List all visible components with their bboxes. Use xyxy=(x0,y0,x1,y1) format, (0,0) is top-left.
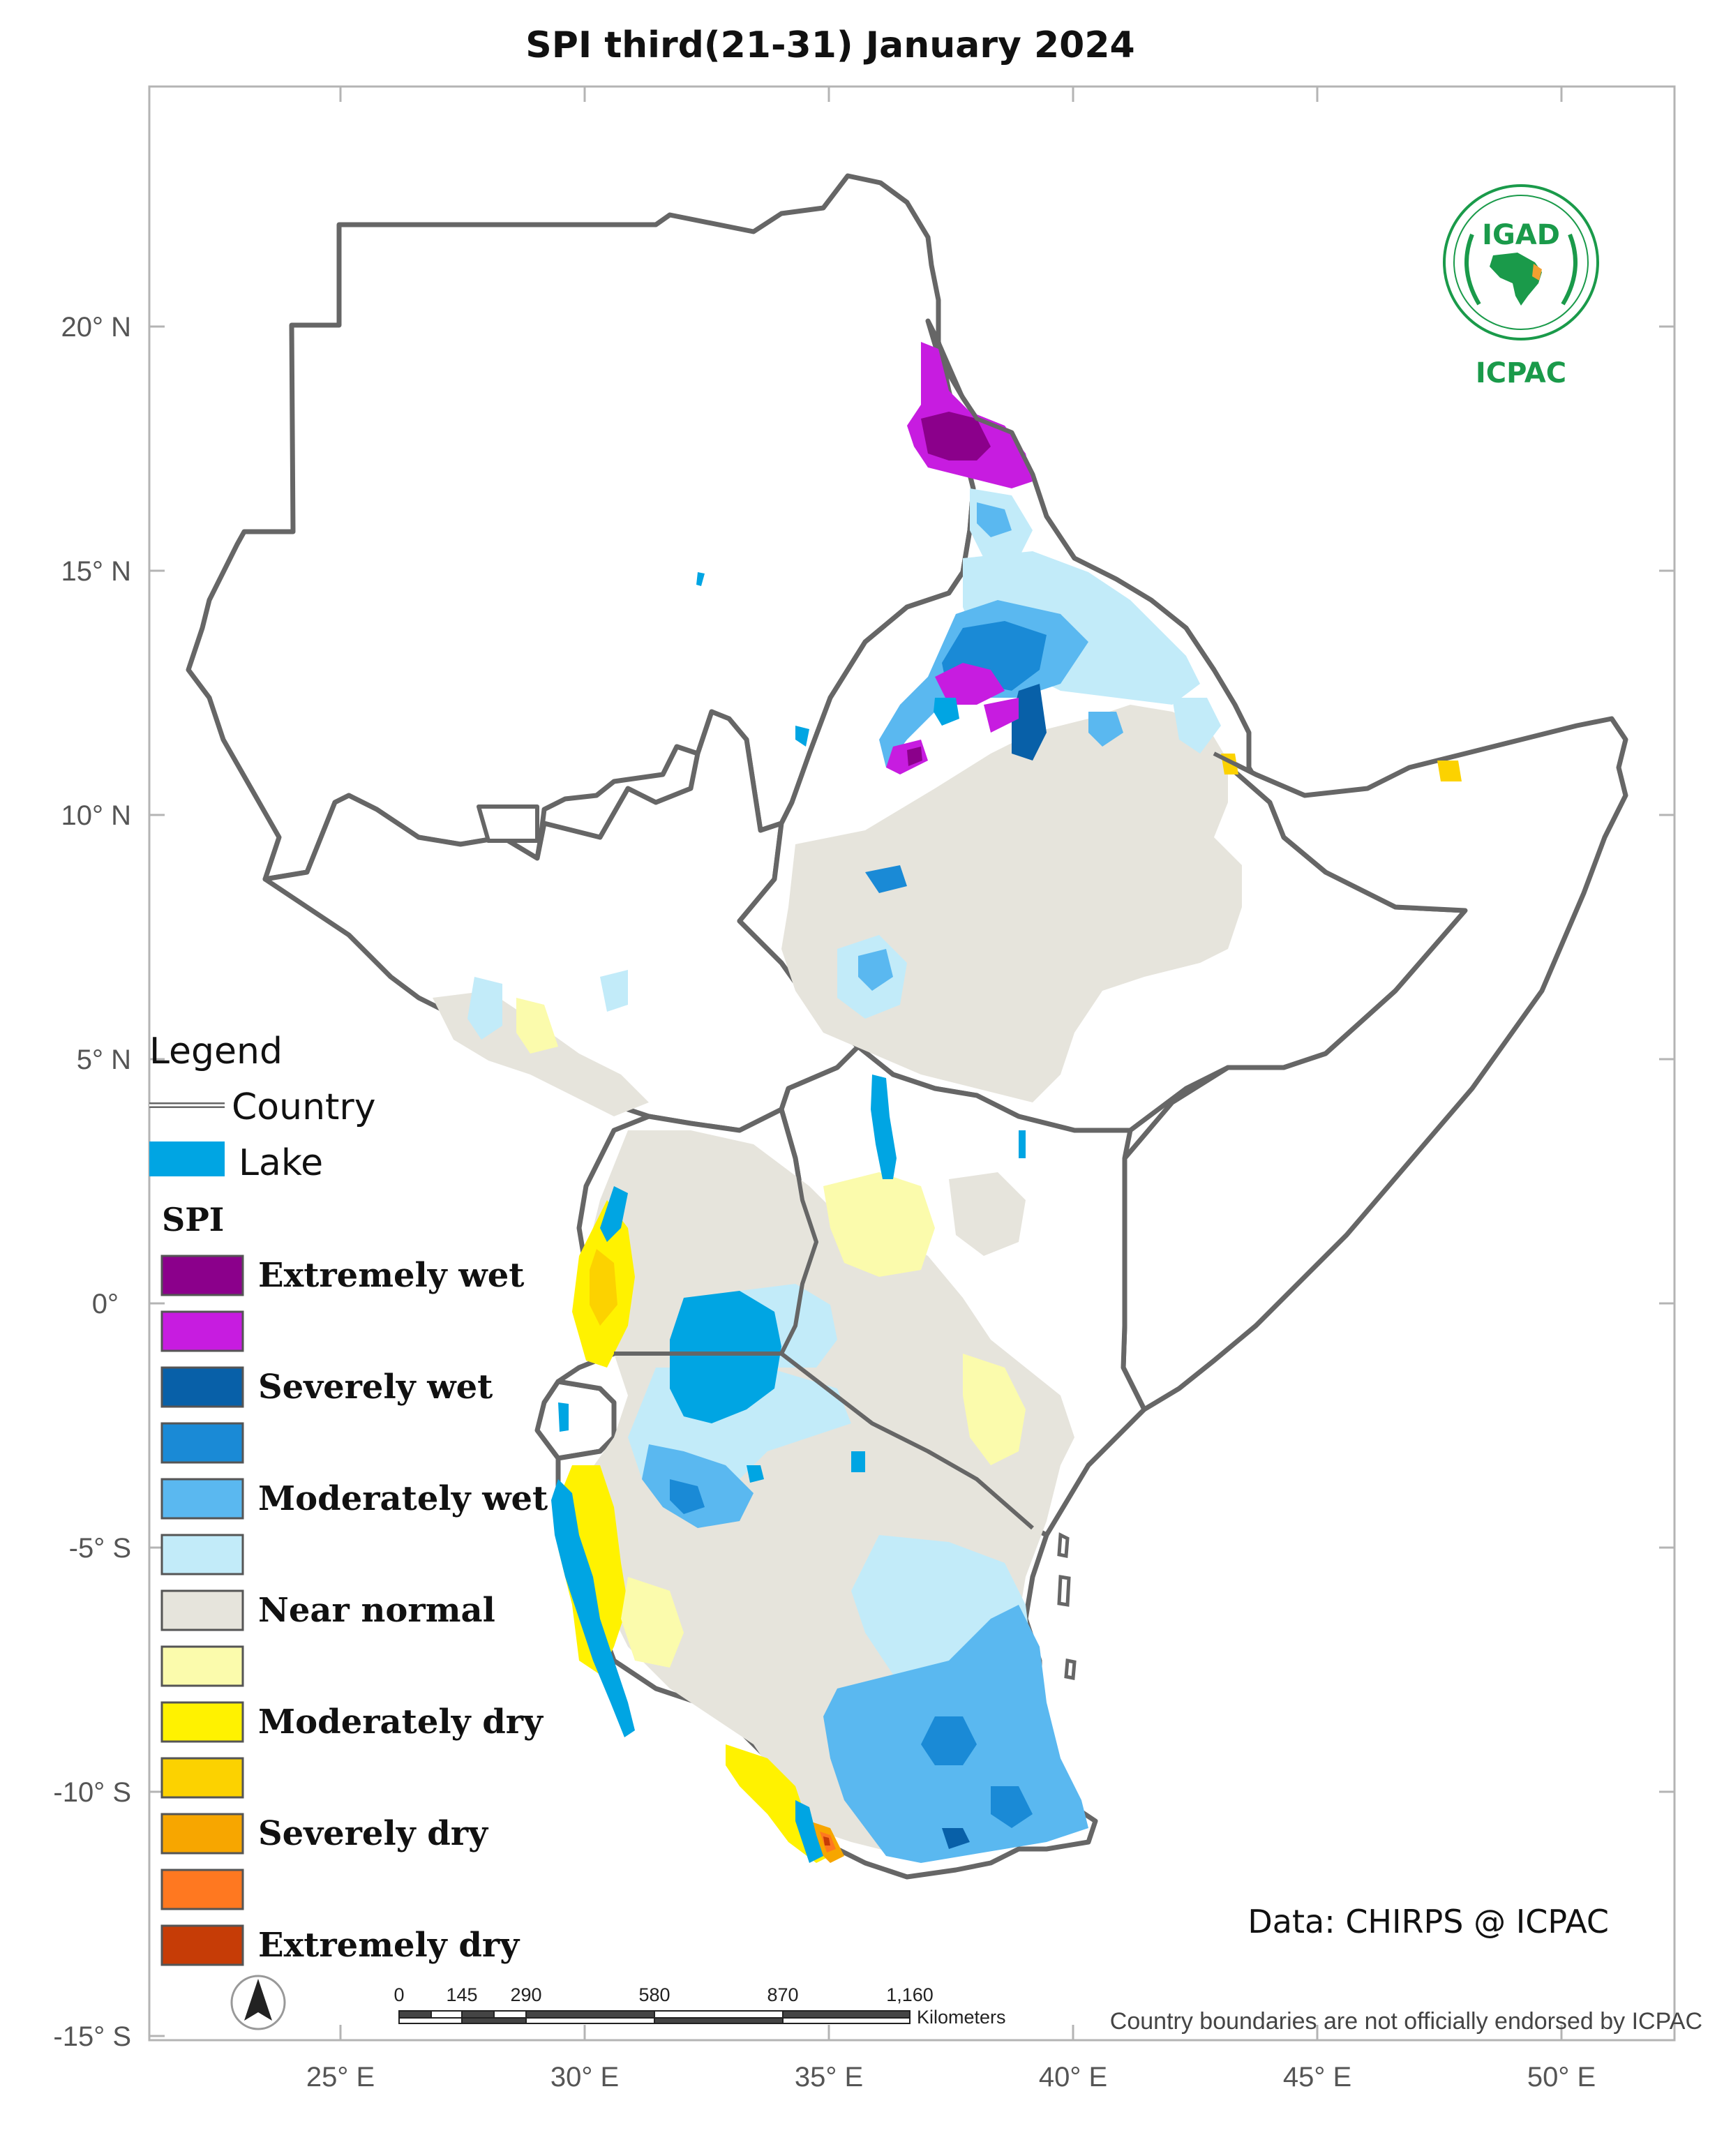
laurel-right-icon xyxy=(1561,233,1578,306)
spi-class-label: Extremely wet xyxy=(258,1256,524,1295)
spi-legend-title: SPI xyxy=(162,1201,224,1238)
spi-class-list: Extremely wet Severely wet Moderately wet N… xyxy=(160,1255,548,1966)
lake-albert xyxy=(600,1186,628,1242)
laurel-left-icon xyxy=(1464,233,1481,306)
spi-class-label: Moderately dry xyxy=(258,1702,544,1742)
spi-class-swatch xyxy=(160,1478,244,1520)
spi-class-swatch xyxy=(160,1813,244,1855)
lat-label: 10° N xyxy=(61,800,132,831)
spi-class-swatch xyxy=(160,1924,244,1966)
lat-label: 20° N xyxy=(61,312,132,343)
lon-label: 45° E xyxy=(1283,2062,1351,2093)
spi-class-label: Severely dry xyxy=(258,1814,489,1853)
lon-label: 40° E xyxy=(1039,2062,1107,2093)
lon-label: 35° E xyxy=(795,2062,863,2093)
disclaimer: Country boundaries are not officially en… xyxy=(1110,2008,1702,2035)
islands xyxy=(1057,1532,1077,1680)
spi-class-swatch xyxy=(160,1310,244,1352)
lat-label: -10° S xyxy=(53,1777,131,1808)
data-credit: Data: CHIRPS @ ICPAC xyxy=(1247,1903,1609,1940)
spi-class-swatch xyxy=(160,1366,244,1408)
lon-label: 30° E xyxy=(550,2062,619,2093)
lake-victoria xyxy=(670,1291,781,1423)
icpac-logo: IGAD ICPAC xyxy=(1443,184,1599,389)
lakes xyxy=(551,572,1026,1863)
lat-label: 0° xyxy=(92,1289,119,1319)
scale-unit: Kilometers xyxy=(917,2007,1006,2028)
lake-malawi xyxy=(795,1800,823,1863)
spi-class-swatch xyxy=(160,1869,244,1910)
lake-tanganyika xyxy=(551,1479,635,1737)
spi-class-swatch xyxy=(160,1534,244,1575)
spi-class-swatch xyxy=(160,1422,244,1464)
spi-class-swatch xyxy=(160,1255,244,1296)
lat-label: -5° S xyxy=(69,1533,131,1564)
country-somalia xyxy=(1121,716,1628,1412)
lat-label: 5° N xyxy=(77,1045,131,1075)
country-sudan xyxy=(186,173,976,882)
scale-tick: 145 xyxy=(446,1984,477,2005)
spi-class-swatch xyxy=(160,1589,244,1631)
scale-tick: 580 xyxy=(638,1984,670,2005)
legend-lake-swatch xyxy=(149,1141,225,1176)
lon-label: 50° E xyxy=(1527,2062,1596,2093)
map-title: SPI third(21-31) January 2024 xyxy=(525,24,1134,66)
lat-label: -15° S xyxy=(53,2021,131,2052)
scale-tick: 870 xyxy=(767,1984,798,2005)
lat-label: 15° N xyxy=(61,556,132,587)
country-borders xyxy=(264,340,1257,1530)
spi-class-label: Near normal xyxy=(258,1591,495,1630)
scale-tick: 1,160 xyxy=(886,1984,934,2005)
scale-tick: 0 xyxy=(394,1984,404,2005)
spi-class-swatch xyxy=(160,1757,244,1799)
lake-kivu xyxy=(558,1402,569,1432)
spi-class-swatch xyxy=(160,1701,244,1743)
spi-class-label: Moderately wet xyxy=(258,1479,548,1518)
lake-tana xyxy=(934,698,959,726)
spi-class-label: Severely wet xyxy=(258,1368,493,1407)
scale-tick: 290 xyxy=(510,1984,541,2005)
logo-bottom-text: ICPAC xyxy=(1476,357,1566,389)
legend-title: Legend xyxy=(149,1031,283,1072)
latitude-axis: 20° N 15° N 10° N 5° N 0° -5° S -10° S -… xyxy=(53,312,1674,2052)
lake-turkana xyxy=(871,1075,897,1179)
spi-class-label: Extremely dry xyxy=(258,1926,520,1965)
lon-label: 25° E xyxy=(306,2062,375,2093)
legend-country-label: Country xyxy=(232,1086,376,1128)
north-arrow-icon xyxy=(230,1975,286,2030)
scale-bar: 0 145 290 580 870 1,160 Kilometers xyxy=(394,1984,1005,2028)
logo-top-text: IGAD xyxy=(1482,219,1560,251)
longitude-axis: 25° E 30° E 35° E 40° E 45° E 50° E xyxy=(306,87,1596,2093)
legend: Legend Country Lake SPI Extremely wet Sev… xyxy=(149,1031,548,1966)
africa-map-icon xyxy=(1490,253,1542,306)
spi-class-swatch xyxy=(160,1645,244,1687)
legend-lake-label: Lake xyxy=(239,1142,323,1184)
